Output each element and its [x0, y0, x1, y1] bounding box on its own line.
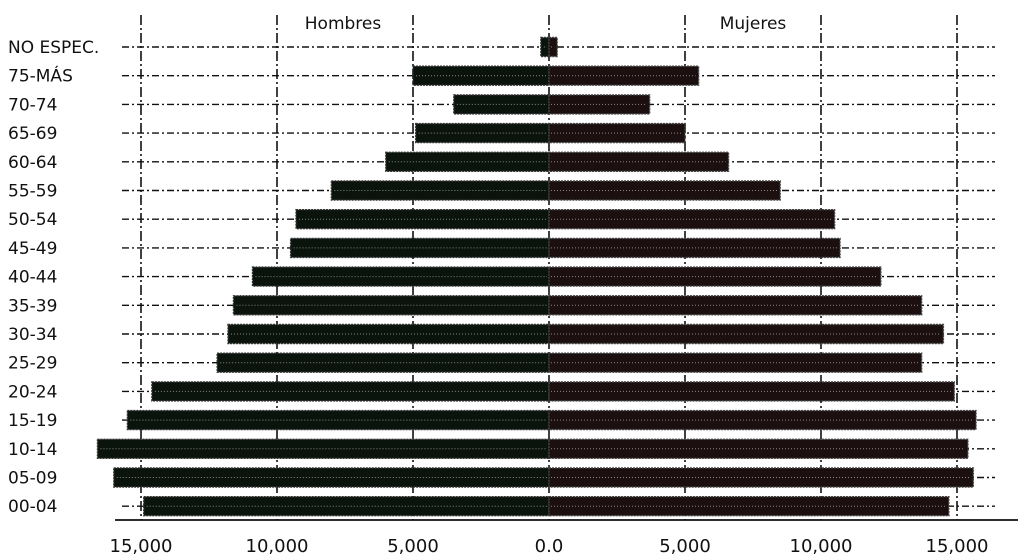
- category-label: 05-09: [8, 469, 57, 489]
- x-tick-label: 15,000: [926, 536, 989, 557]
- bar-mujeres: [548, 295, 923, 316]
- bar-hombres: [540, 36, 550, 58]
- x-tick-label: 0.0: [535, 536, 564, 557]
- bar-mujeres: [548, 381, 955, 402]
- bar-hombres: [251, 266, 550, 287]
- bar-mujeres: [548, 237, 841, 259]
- category-labels: 00-04 05-09 10-14 15-19 20-24 25-29 30-34 35-39…: [8, 38, 99, 517]
- bar-hombres: [412, 65, 550, 86]
- category-label: 55-59: [8, 182, 57, 202]
- legend-label-hombres: Hombres: [305, 14, 382, 34]
- x-tick-label: 5,000: [659, 536, 711, 557]
- category-label: 35-39: [8, 296, 57, 316]
- category-label: 00-04: [8, 497, 57, 517]
- bar-hombres: [453, 94, 550, 115]
- category-label: 20-24: [8, 382, 57, 402]
- category-label: 10-14: [8, 440, 57, 460]
- category-label: 25-29: [8, 354, 57, 374]
- category-label: 50-54: [8, 210, 57, 230]
- bars: [96, 36, 977, 517]
- bar-hombres: [232, 295, 550, 316]
- category-label: 45-49: [8, 239, 57, 259]
- bar-mujeres: [548, 352, 923, 373]
- category-label: 60-64: [8, 153, 57, 173]
- x-tick-label: 5,000: [387, 536, 439, 557]
- category-label: 15-19: [8, 411, 57, 431]
- category-label: 65-69: [8, 124, 57, 144]
- category-label: 40-44: [8, 268, 57, 288]
- legend-label-mujeres: Mujeres: [720, 14, 787, 34]
- bar-mujeres: [548, 180, 781, 201]
- x-tick-label: 15,000: [110, 536, 173, 557]
- bar-mujeres: [548, 496, 950, 517]
- bar-mujeres: [548, 36, 558, 58]
- category-label: 75-MÁS: [8, 65, 73, 87]
- bar-mujeres: [548, 409, 977, 431]
- bar-mujeres: [548, 266, 882, 287]
- category-label: 30-34: [8, 325, 57, 345]
- x-tick-label: 10,000: [790, 536, 853, 557]
- bar-mujeres: [548, 208, 836, 230]
- category-label: NO ESPEC.: [8, 38, 99, 58]
- x-tick-labels: 15,000 10,000 5,000 0.0 5,000 10,000 15,000: [110, 536, 989, 557]
- legend: Hombres Mujeres: [305, 14, 787, 34]
- x-tick-label: 10,000: [246, 536, 309, 557]
- category-label: 70-74: [8, 95, 57, 115]
